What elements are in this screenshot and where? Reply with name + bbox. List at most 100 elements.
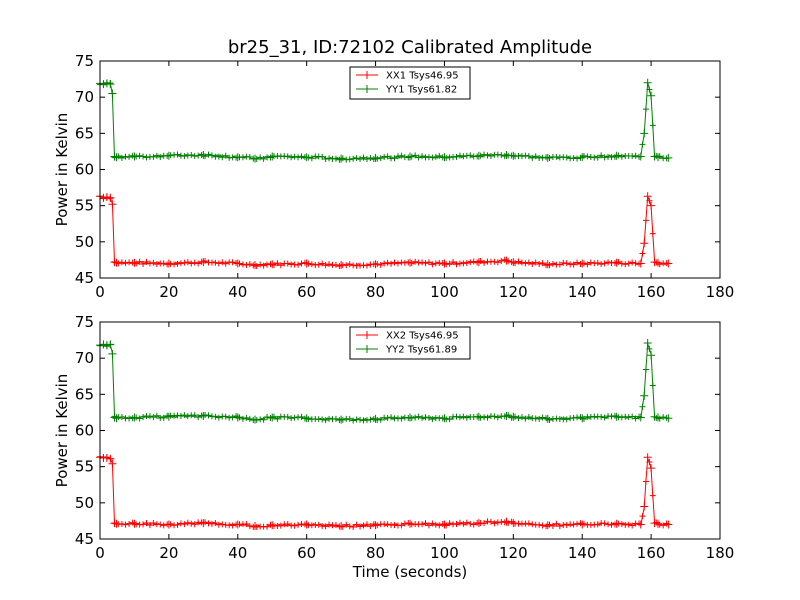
data-point (601, 154, 608, 161)
data-point (284, 260, 291, 267)
data-point (322, 417, 329, 424)
data-point (112, 258, 121, 267)
data-point (337, 154, 346, 163)
data-point (106, 193, 115, 202)
y-tick-label: 60 (75, 161, 94, 179)
data-point (494, 151, 501, 158)
data-point (629, 413, 636, 420)
legend-box (349, 326, 471, 360)
data-point (381, 154, 388, 161)
data-point (646, 458, 653, 465)
y-tick-label: 45 (75, 269, 94, 287)
data-point (219, 154, 226, 161)
data-point (612, 519, 621, 528)
data-point (367, 523, 374, 530)
data-point (274, 415, 281, 422)
data-point (295, 261, 302, 268)
data-point (160, 414, 167, 421)
data-point (543, 260, 552, 269)
data-point (99, 80, 108, 89)
data-point (302, 259, 311, 268)
data-point (302, 414, 311, 423)
data-point (326, 261, 333, 268)
y-tick-label: 65 (75, 385, 94, 403)
data-point (291, 522, 298, 529)
data-point (587, 259, 594, 266)
data-point (605, 521, 612, 528)
data-point (322, 155, 329, 162)
chart-title: br25_31, ID:72102 Calibrated Amplitude (228, 37, 592, 58)
data-point (484, 152, 491, 159)
data-point (295, 521, 302, 528)
data-point (543, 414, 552, 423)
legend-label: YY2 Tsys61.89 (385, 345, 457, 356)
data-point (108, 89, 117, 98)
data-point (346, 523, 353, 530)
data-point (578, 520, 587, 529)
data-point (643, 453, 652, 462)
data-point (384, 259, 391, 266)
data-point (246, 153, 253, 160)
data-point (108, 200, 117, 209)
data-point (284, 153, 291, 160)
data-point (337, 521, 346, 530)
x-tick-label: 20 (159, 283, 178, 301)
data-point (487, 153, 494, 160)
data-point (632, 415, 639, 422)
data-point (388, 414, 395, 421)
data-point (260, 416, 267, 423)
data-point (130, 413, 139, 422)
data-point (136, 258, 143, 265)
data-point (118, 413, 125, 420)
data-point (243, 521, 250, 528)
data-point (529, 521, 536, 528)
data-point (337, 415, 346, 424)
data-point (215, 414, 222, 421)
data-point (174, 151, 181, 158)
series-xx1 (96, 192, 673, 270)
data-point (298, 153, 305, 160)
data-point (277, 262, 284, 269)
data-point (406, 519, 414, 528)
data-point (268, 413, 277, 422)
data-point (184, 259, 191, 266)
data-point (625, 521, 632, 528)
data-point (219, 259, 226, 266)
data-point (463, 260, 470, 267)
data-point (398, 152, 405, 159)
y-tick-label: 65 (75, 124, 94, 142)
data-point (233, 520, 242, 529)
data-point (367, 416, 374, 423)
data-point (215, 260, 222, 267)
data-point (140, 521, 147, 528)
data-point (243, 261, 250, 268)
data-point (467, 520, 474, 527)
data-point (415, 413, 422, 420)
data-point (622, 261, 629, 268)
data-point (429, 154, 436, 161)
data-point (106, 80, 115, 89)
data-point (308, 155, 315, 162)
x-tick-label: 40 (228, 544, 247, 562)
data-point (432, 153, 439, 160)
data-point (491, 413, 498, 420)
x-tick-label: 100 (430, 283, 459, 301)
data-point (636, 413, 645, 422)
data-point (150, 153, 157, 160)
data-point (219, 521, 226, 528)
data-point (654, 519, 662, 528)
data-point (251, 154, 259, 163)
data-point (518, 259, 525, 266)
series-yy2 (96, 338, 673, 424)
data-point (456, 414, 463, 421)
data-point (646, 197, 653, 204)
data-point (502, 412, 511, 421)
data-point (487, 518, 494, 525)
y-tick-label: 50 (75, 233, 94, 251)
data-point (222, 413, 229, 420)
data-point (188, 260, 195, 267)
data-point (429, 416, 436, 423)
data-point (636, 520, 645, 529)
x-tick-label: 160 (637, 544, 666, 562)
data-point (525, 153, 532, 160)
